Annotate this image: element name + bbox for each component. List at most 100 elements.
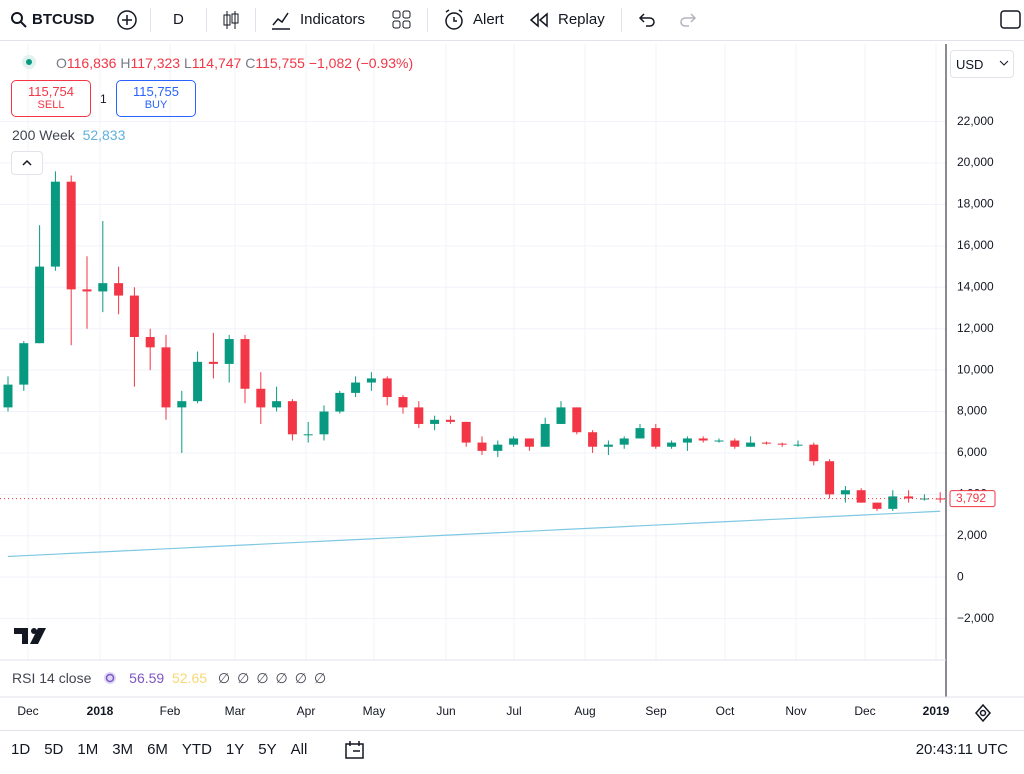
close: 115,755: [255, 55, 305, 71]
x-tick-label: Dec: [854, 704, 875, 718]
y-tick-label: 14,000: [957, 279, 994, 293]
interval[interactable]: D: [173, 11, 184, 28]
indicators[interactable]: Indicators: [300, 11, 366, 28]
candle-body: [888, 496, 898, 509]
undo[interactable]: [638, 12, 656, 28]
candle-body: [114, 283, 124, 296]
symbol[interactable]: BTCUSD: [32, 11, 95, 28]
rsi-legend: RSI 14 close 56.59 52.65 ∅ ∅ ∅ ∅ ∅ ∅: [12, 670, 326, 687]
candle-body: [193, 361, 203, 402]
candle-body: [398, 397, 408, 408]
candle-body: [240, 339, 250, 389]
x-tick-label: 2019: [923, 704, 950, 718]
candle-body: [793, 444, 803, 446]
candle-body: [904, 496, 914, 499]
x-tick-label: Oct: [716, 704, 735, 718]
rsi-empty: ∅: [275, 670, 288, 686]
candle-body: [524, 438, 534, 447]
buy-label: BUY: [144, 99, 168, 111]
add-symbol[interactable]: [116, 9, 138, 31]
candle-body: [319, 411, 329, 435]
candle-body: [698, 438, 708, 441]
candle-body: [651, 428, 661, 447]
high: 117,323: [130, 55, 181, 71]
last-price-box: [949, 490, 996, 508]
candle-body: [335, 392, 345, 412]
y-tick-label: −2,000: [957, 611, 994, 625]
candle-body: [746, 442, 756, 447]
collapse-button[interactable]: [11, 151, 43, 175]
layouts[interactable]: [392, 10, 412, 30]
x-tick-label: Jul: [506, 704, 521, 718]
range-button[interactable]: 5Y: [258, 741, 277, 758]
replay[interactable]: Replay: [558, 11, 605, 28]
candle-body: [177, 401, 187, 408]
redo[interactable]: [679, 12, 697, 28]
y-tick-label: 10,000: [957, 362, 994, 376]
search-icon[interactable]: [10, 11, 28, 29]
sell-label: SELL: [37, 99, 65, 111]
range-button[interactable]: YTD: [181, 741, 212, 758]
range-button[interactable]: 1M: [77, 741, 99, 758]
buy-price: 115,755: [132, 84, 180, 99]
candle-body: [19, 343, 29, 385]
c-label: C: [245, 55, 256, 71]
candle-body: [35, 266, 45, 344]
replay-icon[interactable]: [529, 12, 549, 28]
range-button[interactable]: 1D: [11, 741, 31, 758]
x-tick-label: May: [363, 704, 386, 718]
buy-button[interactable]: 115,755 BUY: [116, 80, 196, 117]
l-label: L: [183, 55, 192, 71]
ohlc-legend: O116,836 H117,323 L114,747 C115,755 −1,0…: [56, 55, 413, 71]
candle-body: [872, 502, 882, 509]
range-button[interactable]: All: [290, 741, 308, 758]
o-label: O: [56, 55, 67, 71]
ma-legend: 200 Week 52,833: [12, 127, 125, 143]
x-tick-label: 2018: [87, 704, 114, 718]
fullscreen[interactable]: [1000, 10, 1022, 30]
range-button[interactable]: 3M: [112, 741, 134, 758]
alert[interactable]: Alert: [473, 11, 504, 28]
candle-body: [208, 361, 218, 364]
candle-body: [430, 419, 440, 424]
chart-type[interactable]: [221, 9, 241, 31]
ma-name: 200 Week: [12, 127, 75, 143]
toolbar: BTCUSD D Indicators Alert Replay: [0, 0, 1024, 41]
range-button[interactable]: 6M: [147, 741, 168, 758]
settings[interactable]: [974, 704, 992, 722]
candle-body: [161, 347, 171, 408]
candle-body: [98, 283, 108, 292]
x-tick-label: Dec: [17, 704, 38, 718]
rsi-empty: ∅: [294, 670, 307, 686]
indicators-icon[interactable]: [270, 9, 292, 31]
clock: 20:43:11 UTC: [915, 741, 1008, 758]
y-tick-label: 18,000: [957, 197, 994, 211]
date-range[interactable]: [344, 740, 366, 760]
candle-body: [303, 434, 313, 436]
sell-price: 115,754: [27, 84, 75, 99]
candle-body: [461, 421, 471, 443]
currency: USD: [956, 57, 984, 72]
candle-body: [809, 444, 819, 462]
x-tick-label: Aug: [574, 704, 595, 718]
candle-body: [382, 378, 392, 398]
candle-body: [50, 181, 60, 267]
rsi-empty: ∅: [313, 670, 327, 686]
candle-body: [145, 336, 155, 348]
last-price-label: 3,792: [956, 491, 986, 505]
range-button[interactable]: 5D: [44, 741, 64, 758]
candle-body: [777, 443, 787, 445]
range-button[interactable]: 1Y: [225, 741, 245, 758]
candle-body: [509, 438, 519, 445]
candle-body: [825, 461, 835, 495]
x-tick-label: Nov: [785, 704, 806, 718]
rsi-icon: [104, 672, 117, 684]
candle-body: [3, 384, 13, 408]
alert-icon[interactable]: [442, 8, 466, 32]
currency-button[interactable]: USD: [950, 50, 1014, 78]
candle-body: [840, 490, 850, 495]
change: −1,082 (−0.93%): [308, 55, 414, 71]
rsi-empty: ∅: [256, 670, 269, 686]
sell-button[interactable]: 115,754 SELL: [11, 80, 91, 117]
